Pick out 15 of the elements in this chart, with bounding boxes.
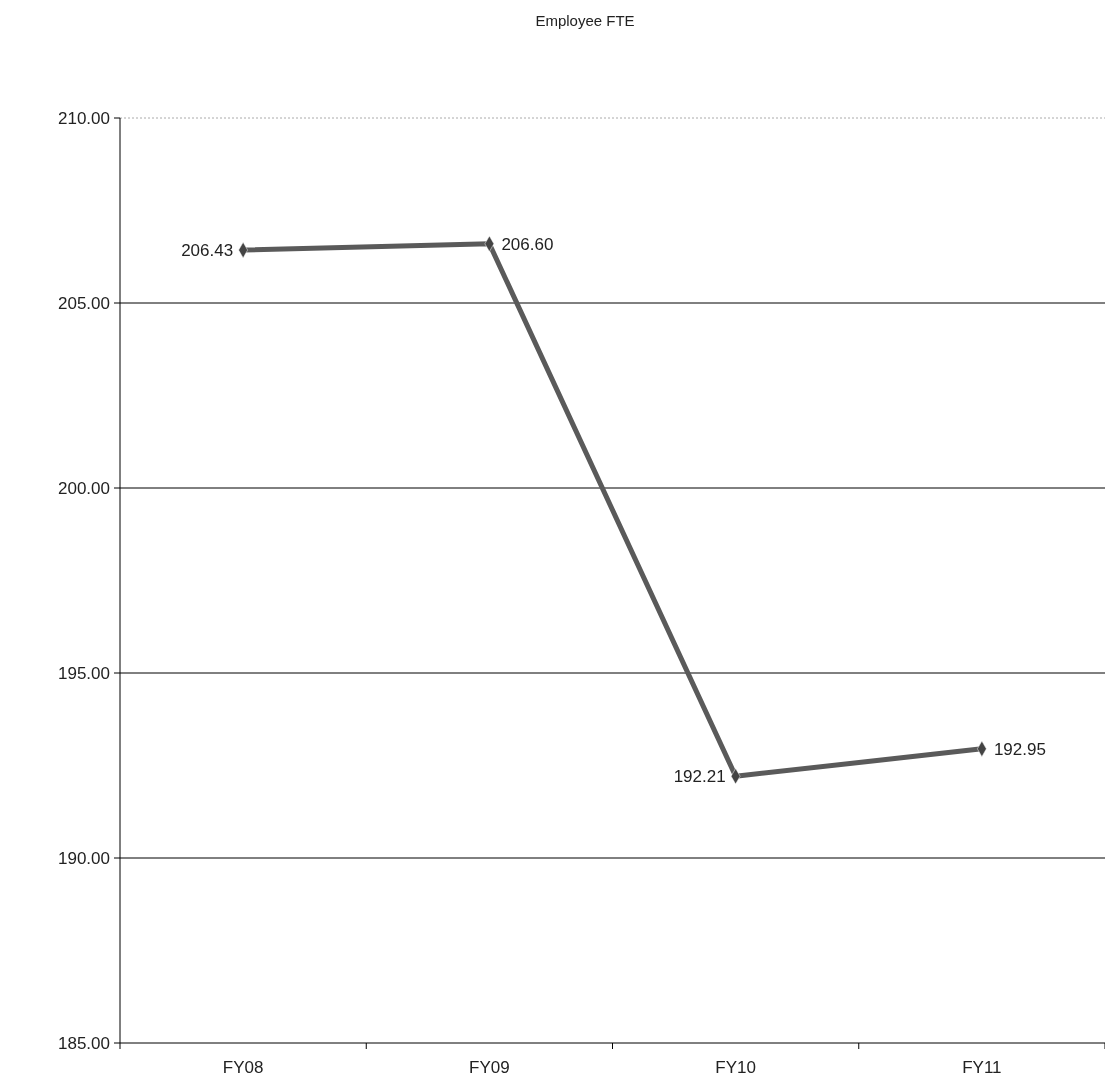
- y-tick-label: 185.00: [58, 1033, 110, 1053]
- x-tick-label: FY08: [222, 1058, 264, 1077]
- y-tick-label: 205.00: [58, 293, 110, 313]
- data-label: 192.95: [993, 739, 1046, 759]
- y-tick-label: 210.00: [58, 108, 110, 128]
- data-label: 206.43: [181, 241, 234, 261]
- y-tick-label: 190.00: [58, 848, 110, 868]
- x-tick-label: FY11: [962, 1058, 1002, 1077]
- x-tick-label: FY10: [715, 1058, 756, 1077]
- y-tick-label: 200.00: [58, 478, 110, 498]
- data-label: 206.60: [501, 234, 554, 254]
- chart-title: Employee FTE: [535, 12, 635, 29]
- y-tick-label: 195.00: [58, 663, 110, 683]
- x-tick-label: FY09: [469, 1058, 510, 1077]
- data-label: 192.21: [673, 767, 726, 787]
